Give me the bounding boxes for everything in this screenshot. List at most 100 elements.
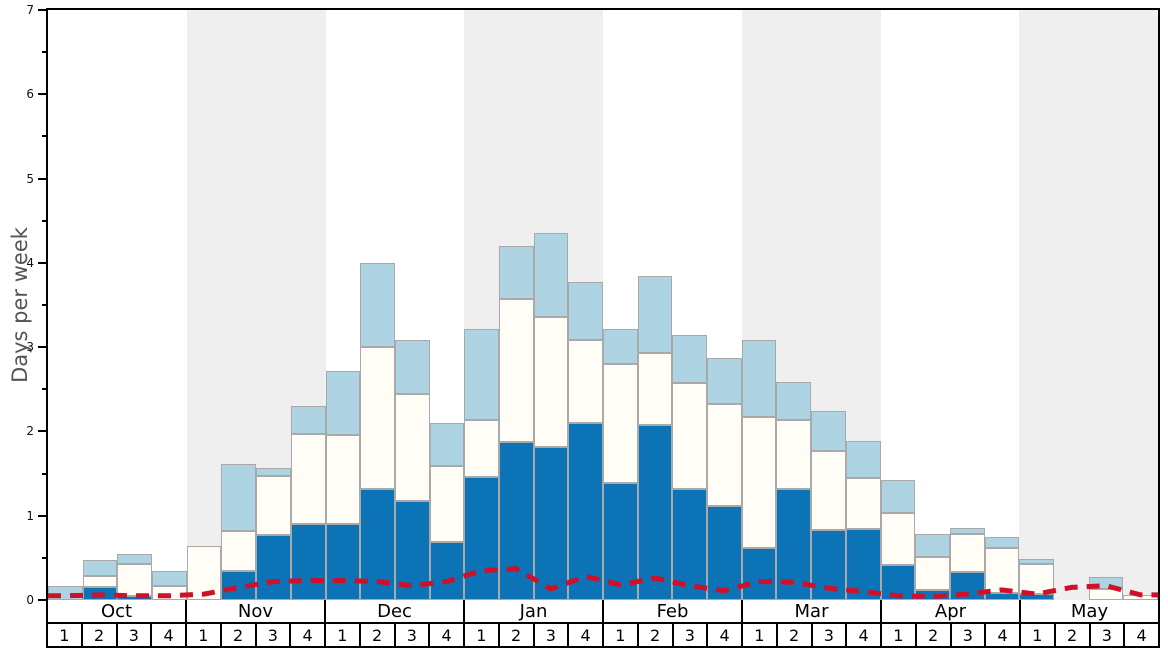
bar-series — [48, 10, 1158, 600]
month-label-dec: Dec — [326, 600, 465, 622]
y-tick-label-7: 7 — [26, 3, 34, 17]
bar-feb-2 — [637, 10, 673, 600]
bar-nov-2 — [221, 10, 257, 600]
white-middle-segment — [915, 557, 950, 590]
y-minor-tick — [42, 556, 46, 559]
week-label-mar-1: 1 — [743, 624, 778, 646]
month-label-oct: Oct — [48, 600, 187, 622]
week-label-jan-3: 3 — [535, 624, 570, 646]
dark-blue-bottom-segment — [637, 424, 673, 600]
bar-may-3 — [1088, 10, 1124, 600]
month-label-may: May — [1070, 600, 1109, 622]
week-label-apr-3: 3 — [952, 624, 987, 646]
y-minor-tick — [42, 472, 46, 475]
dark-blue-bottom-segment — [533, 446, 569, 600]
light-blue-top-segment — [256, 467, 291, 477]
week-label-mar-3: 3 — [813, 624, 848, 646]
bar-jan-4 — [568, 10, 603, 600]
month-label-jan: Jan — [465, 600, 604, 622]
week-label-apr-2: 2 — [917, 624, 952, 646]
y-major-tick — [38, 430, 46, 433]
dark-blue-bottom-segment — [984, 593, 1020, 600]
y-tick-label-4: 4 — [26, 255, 34, 270]
y-tick-label-5: 5 — [26, 171, 34, 186]
week-label-jan-4: 4 — [569, 624, 604, 646]
bar-mar-2 — [776, 10, 812, 600]
white-middle-segment — [637, 353, 673, 425]
white-middle-segment — [1088, 589, 1124, 600]
white-middle-segment — [984, 547, 1020, 594]
bar-dec-4 — [429, 10, 465, 600]
week-label-oct-3: 3 — [118, 624, 153, 646]
week-label-nov-4: 4 — [291, 624, 326, 646]
y-major-tick — [38, 514, 46, 517]
week-label-dec-2: 2 — [361, 624, 396, 646]
week-label-apr-4: 4 — [986, 624, 1021, 646]
y-major-tick — [38, 346, 46, 349]
dark-blue-bottom-segment — [325, 524, 361, 600]
y-major-tick — [38, 93, 46, 96]
dark-blue-bottom-segment — [464, 476, 499, 600]
bar-apr-1 — [880, 10, 916, 600]
dark-blue-bottom-segment — [1019, 594, 1054, 600]
bar-jan-3 — [533, 10, 569, 600]
white-middle-segment — [845, 477, 881, 530]
white-middle-segment — [82, 576, 118, 588]
white-middle-segment — [186, 546, 222, 600]
bar-nov-3 — [256, 10, 291, 600]
white-middle-segment — [949, 534, 985, 573]
y-major-tick — [38, 9, 46, 11]
light-blue-top-segment — [880, 480, 916, 514]
dark-blue-bottom-segment — [429, 541, 465, 600]
y-minor-tick — [42, 135, 46, 138]
light-blue-top-segment — [533, 233, 569, 317]
light-blue-top-segment — [1019, 558, 1054, 564]
white-middle-segment — [256, 476, 291, 536]
dark-blue-bottom-segment — [568, 423, 603, 600]
light-blue-top-segment — [152, 571, 187, 586]
light-blue-top-segment — [984, 536, 1020, 548]
white-middle-segment — [360, 347, 395, 489]
white-middle-segment — [1019, 563, 1054, 595]
light-blue-top-segment — [325, 370, 361, 435]
dark-blue-bottom-segment — [707, 505, 742, 600]
week-label-dec-3: 3 — [396, 624, 431, 646]
week-label-may-1: 1 — [1021, 624, 1056, 646]
week-label-jan-1: 1 — [465, 624, 500, 646]
plot-inner — [48, 10, 1158, 600]
week-label-feb-4: 4 — [708, 624, 743, 646]
white-middle-segment — [568, 340, 603, 423]
light-blue-top-segment — [811, 411, 846, 451]
week-label-feb-1: 1 — [604, 624, 639, 646]
light-blue-top-segment — [394, 340, 430, 395]
light-blue-top-segment — [845, 440, 881, 478]
light-blue-top-segment — [82, 559, 118, 577]
white-middle-segment — [325, 434, 361, 525]
y-tick-label-6: 6 — [26, 87, 34, 102]
month-band-may — [1019, 10, 1158, 600]
light-blue-top-segment — [221, 464, 257, 531]
white-middle-segment — [741, 417, 777, 548]
light-blue-top-segment — [464, 328, 499, 420]
bar-mar-1 — [741, 10, 777, 600]
white-middle-segment — [811, 450, 846, 531]
y-major-tick — [38, 599, 46, 601]
bar-apr-3 — [949, 10, 985, 600]
white-middle-segment — [533, 316, 569, 447]
light-blue-top-segment — [741, 340, 777, 418]
white-middle-segment — [672, 382, 708, 489]
y-major-tick — [38, 261, 46, 264]
white-middle-segment — [117, 563, 153, 596]
y-minor-tick — [42, 304, 46, 306]
y-axis-label: Days per week — [8, 227, 33, 383]
bar-dec-3 — [394, 10, 430, 600]
y-minor-tick — [42, 388, 46, 391]
white-middle-segment — [221, 530, 257, 572]
white-middle-segment — [429, 466, 465, 542]
week-label-dec-1: 1 — [326, 624, 361, 646]
week-label-may-3: 3 — [1091, 624, 1126, 646]
light-blue-top-segment — [360, 262, 395, 348]
dark-blue-bottom-segment — [117, 595, 153, 600]
y-tick-label-2: 2 — [26, 424, 34, 439]
bar-jan-1 — [464, 10, 499, 600]
